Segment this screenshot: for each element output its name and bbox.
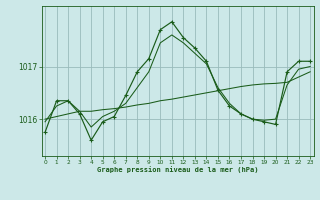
X-axis label: Graphe pression niveau de la mer (hPa): Graphe pression niveau de la mer (hPa) [97, 167, 258, 173]
